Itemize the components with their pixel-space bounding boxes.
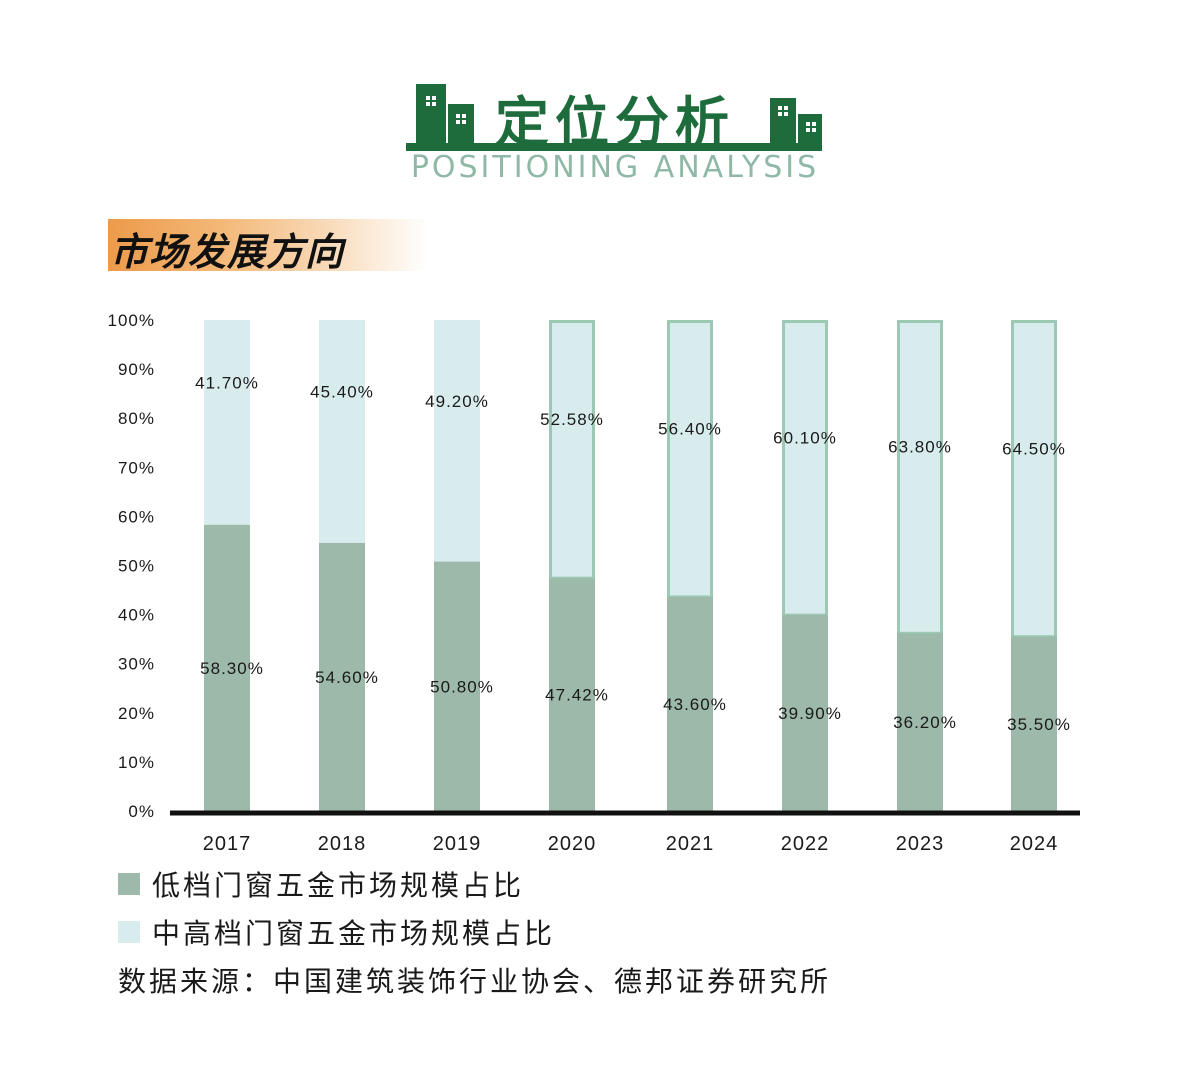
legend-swatch-high	[118, 921, 140, 943]
x-tick-label: 2020	[548, 833, 597, 855]
stacked-bar-chart: 0% 10% 20% 30% 40% 50% 60% 70% 80% 90% 100% 58.30%…	[108, 311, 1080, 855]
data-label-mid-high: 52.58%	[540, 410, 604, 429]
bar-segment-mid-high	[667, 320, 713, 599]
bar-segment-low	[782, 615, 828, 811]
data-label-low: 35.50%	[1007, 715, 1071, 734]
y-tick-label: 80%	[118, 409, 155, 428]
data-label-low: 43.60%	[663, 695, 727, 714]
bar-segment-mid-high	[549, 320, 595, 580]
section-heading: 市场发展方向	[108, 219, 428, 274]
bar-segment-low	[549, 578, 595, 811]
bar-segment-low	[897, 633, 943, 811]
legend-item-high: 中高档门窗五金市场规模占比	[118, 912, 555, 952]
y-tick-label: 10%	[118, 753, 155, 772]
x-tick-label: 2019	[433, 833, 482, 855]
y-tick-label: 70%	[118, 458, 155, 477]
y-tick-label: 0%	[128, 802, 155, 821]
y-tick-label: 40%	[118, 606, 155, 625]
header-underline	[406, 143, 822, 151]
section-title: 市场发展方向	[110, 230, 345, 274]
data-label-mid-high: 63.80%	[888, 438, 952, 457]
data-label-mid-high: 56.40%	[658, 419, 722, 438]
bar-segment-mid-high	[1011, 320, 1057, 639]
bar-segment-mid-high	[897, 320, 943, 635]
data-label-mid-high: 45.40%	[310, 382, 374, 401]
bars: 58.30% 41.70% 54.60% 45.40% 50.80% 49.20% 47.4…	[195, 320, 1071, 811]
y-tick-label: 60%	[118, 507, 155, 526]
x-tick-label: 2017	[203, 833, 252, 855]
page-subtitle: POSITIONING ANALYSIS	[410, 150, 820, 185]
page-title: 定位分析	[495, 90, 735, 154]
y-tick-label: 20%	[118, 704, 155, 723]
y-tick-label: 90%	[118, 360, 155, 379]
x-axis: 2017 2018 2019 2020 2021 2022 2023 2024	[203, 833, 1059, 855]
bar-segment-low	[1011, 636, 1057, 811]
x-tick-label: 2022	[781, 833, 830, 855]
y-axis: 0% 10% 20% 30% 40% 50% 60% 70% 80% 90% 100%	[108, 311, 155, 821]
y-tick-label: 30%	[118, 655, 155, 674]
data-label-mid-high: 60.10%	[773, 429, 837, 448]
building-icon	[448, 104, 474, 144]
legend-item-low: 低档门窗五金市场规模占比	[118, 864, 524, 904]
data-label-low: 36.20%	[893, 713, 957, 732]
building-icon	[416, 84, 446, 144]
data-label-low: 39.90%	[778, 704, 842, 723]
building-icon	[770, 98, 796, 144]
data-label-low: 50.80%	[430, 677, 494, 696]
legend-label-high: 中高档门窗五金市场规模占比	[152, 917, 556, 950]
data-label-low: 58.30%	[200, 659, 264, 678]
bar-segment-mid-high	[434, 320, 480, 562]
bar-segment-low	[667, 596, 713, 811]
legend-label-low: 低档门窗五金市场规模占比	[152, 869, 525, 902]
bar-segment-mid-high	[204, 320, 250, 525]
data-label-mid-high: 64.50%	[1002, 439, 1066, 458]
x-tick-label: 2024	[1010, 833, 1059, 855]
y-tick-label: 100%	[108, 311, 155, 330]
x-tick-label: 2023	[896, 833, 945, 855]
x-tick-label: 2021	[666, 833, 715, 855]
bar-segment-low	[204, 524, 250, 811]
x-tick-label: 2018	[318, 833, 367, 855]
data-source: 数据来源：中国建筑装饰行业协会、德邦证券研究所	[118, 965, 832, 998]
legend-swatch-low	[118, 873, 140, 895]
building-icon	[798, 114, 822, 144]
page-header: 定位分析 POSITIONING ANALYSIS	[0, 0, 1188, 200]
y-tick-label: 50%	[118, 557, 155, 576]
bar-segment-mid-high	[319, 320, 365, 543]
bar-segment-mid-high	[782, 320, 828, 617]
data-label-mid-high: 49.20%	[425, 392, 489, 411]
data-label-low: 47.42%	[545, 686, 609, 705]
bar-segment-low	[434, 561, 480, 811]
data-label-mid-high: 41.70%	[195, 373, 259, 392]
bar-segment-low	[319, 542, 365, 811]
data-label-low: 54.60%	[315, 668, 379, 687]
